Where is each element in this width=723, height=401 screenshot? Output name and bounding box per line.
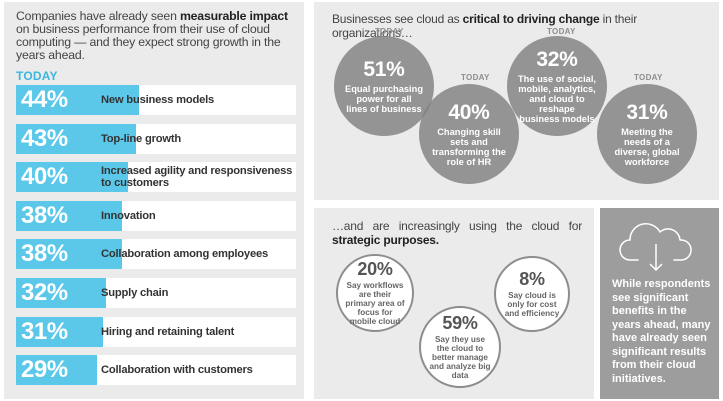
bubble-value-label: 8%	[519, 269, 545, 289]
bar-category-label: Increased agility and responsiveness to …	[101, 165, 293, 190]
title-bold: strategic purposes.	[332, 233, 439, 247]
bubble: 59% Say they use the cloud to better mana…	[419, 306, 501, 388]
bar-category-label: Supply chain	[101, 287, 169, 299]
bubble-value-label: 32%	[536, 47, 578, 71]
bar	[16, 123, 137, 154]
bar	[16, 200, 123, 231]
bubble: 8% Say cloud is only for cost and efficie…	[494, 256, 570, 332]
today-tag: TODAY	[634, 73, 663, 82]
bubble-description: Changing skill sets and transforming the…	[432, 126, 506, 167]
bubble: 31% Meeting the needs of a diverse, globa…	[597, 84, 697, 184]
bubble-value-label: 20%	[357, 259, 393, 279]
bar-category-label: Top-line growth	[101, 132, 182, 145]
bar	[16, 162, 128, 193]
bar	[16, 278, 106, 308]
bubble: 32% The use of social, mobile, analytics,…	[507, 36, 607, 136]
bar	[16, 316, 103, 347]
title-pre: …and are increasingly using the cloud fo…	[332, 219, 582, 233]
measurable-impact-panel: Companies have already seen measurable i…	[4, 2, 304, 399]
today-tag: TODAY	[461, 73, 490, 82]
bubble: 51% Equal purchasing power for all lines …	[334, 36, 434, 136]
bar-value-label: 38%	[21, 240, 68, 268]
bar-row: 38% Innovation	[16, 200, 296, 231]
bar-row: 44% New business models	[16, 85, 296, 115]
results-panel: While respondents see significant benefi…	[600, 208, 719, 399]
intro-bold: measurable impact	[179, 9, 288, 23]
bar-category-label: Hiring and retaining talent	[101, 325, 235, 338]
today-tag: TODAY	[547, 27, 576, 36]
bubble-value-label: 40%	[448, 100, 490, 124]
bar-value-label: 29%	[21, 356, 68, 384]
driving-change-panel: Businesses see cloud as critical to driv…	[314, 2, 719, 200]
title-pre: Businesses see cloud as	[332, 12, 463, 26]
bubble-description: The use of social, mobile, analytics, an…	[518, 73, 597, 124]
results-text: While respondents see significant benefi…	[612, 278, 711, 385]
bar-category-label: Collaboration among employees	[101, 248, 269, 261]
bubble-value-label: 51%	[363, 57, 405, 81]
bubble-description: Say they use the cloud to better manage …	[429, 335, 491, 380]
intro-pre: Companies have already seen	[16, 9, 180, 23]
intro-text: Companies have already seen measurable i…	[16, 10, 298, 62]
bubble-description: Meeting the needs of a diverse, global w…	[614, 126, 680, 167]
bar-category-label: New business models	[101, 94, 215, 106]
cloud-download-icon	[619, 223, 692, 272]
bar-row: 43% Top-line growth	[16, 123, 296, 154]
today-label: TODAY	[16, 69, 58, 83]
bubble-value-label: 31%	[626, 100, 668, 124]
bar-row: 40% Increased agility and responsiveness …	[16, 162, 296, 193]
bubble-value-label: 59%	[442, 313, 478, 333]
bar-value-label: 31%	[21, 317, 68, 345]
bar	[16, 85, 140, 115]
bar-category-label: Collaboration with customers	[101, 364, 253, 377]
bar-row: 29% Collaboration with customers	[16, 355, 296, 386]
title-bold: critical to driving change	[462, 12, 600, 26]
bar-row: 32% Supply chain	[16, 278, 296, 308]
bar-category-label: Innovation	[101, 209, 156, 222]
bar-value-label: 44%	[21, 86, 68, 113]
bar	[16, 355, 98, 386]
bubble-description: Say workflows are their primary area of …	[345, 281, 405, 326]
bubble: 20% Say workflows are their primary area …	[336, 254, 414, 332]
bar-value-label: 38%	[21, 201, 68, 229]
bar-value-label: 40%	[21, 163, 68, 191]
bubble-description: Say cloud is only for cost and efficienc…	[504, 291, 560, 318]
intro-post: on business performance from their use o…	[16, 22, 281, 62]
strategic-purposes-title: …and are increasingly using the cloud fo…	[332, 219, 582, 247]
bar-row: 38% Collaboration among employees	[16, 239, 296, 270]
bar-value-label: 32%	[21, 279, 68, 306]
bar-row: 31% Hiring and retaining talent	[16, 316, 296, 347]
bar-value-label: 43%	[21, 124, 68, 152]
bar	[16, 239, 123, 270]
bubble-description: Equal purchasing power for all lines of …	[345, 83, 424, 114]
today-tag: TODAY	[375, 27, 404, 36]
bubble: 40% Changing skill sets and transforming …	[419, 84, 519, 184]
strategic-purposes-panel: …and are increasingly using the cloud fo…	[314, 208, 594, 399]
